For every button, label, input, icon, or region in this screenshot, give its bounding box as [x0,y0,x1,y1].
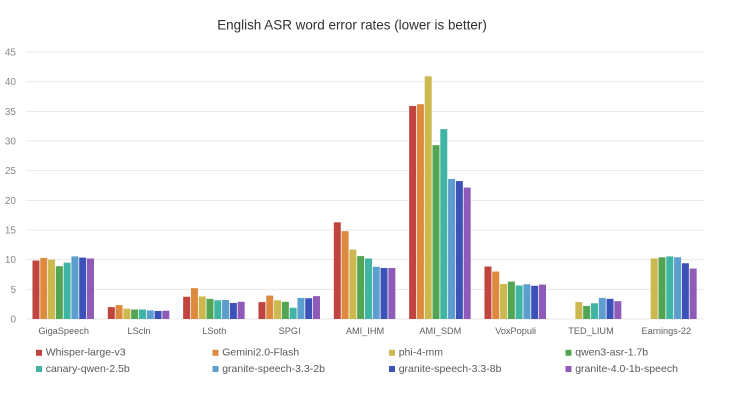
svg-text:Whisper-large-v3: Whisper-large-v3 [46,347,126,359]
svg-text:40: 40 [5,77,17,88]
svg-text:phi-4-mm: phi-4-mm [399,347,444,359]
svg-text:LSoth: LSoth [202,326,226,336]
svg-text:35: 35 [5,107,17,118]
svg-text:15: 15 [5,226,17,237]
svg-text:qwen3-asr-1.7b: qwen3-asr-1.7b [575,347,648,359]
svg-text:AMI_SDM: AMI_SDM [419,326,461,336]
svg-text:LScln: LScln [128,326,151,336]
svg-text:VoxPopuli: VoxPopuli [495,326,536,336]
svg-text:English ASR word error rates (: English ASR word error rates (lower is b… [217,18,487,33]
svg-text:Earnings-22: Earnings-22 [642,326,692,336]
svg-text:30: 30 [5,137,17,148]
svg-text:0: 0 [10,315,16,326]
svg-text:AMI_IHM: AMI_IHM [346,326,384,336]
svg-text:granite-4.0-1b-speech: granite-4.0-1b-speech [575,363,678,375]
svg-text:25: 25 [5,166,17,177]
svg-text:granite-speech-3.3-8b: granite-speech-3.3-8b [399,363,502,375]
svg-text:20: 20 [5,196,17,207]
svg-text:TED_LIUM: TED_LIUM [568,326,613,336]
svg-text:5: 5 [10,285,16,296]
svg-text:GigaSpeech: GigaSpeech [38,326,89,336]
svg-text:10: 10 [5,255,17,266]
svg-text:granite-speech-3.3-2b: granite-speech-3.3-2b [222,363,325,375]
svg-text:Gemini2.0-Flash: Gemini2.0-Flash [222,347,299,359]
svg-text:SPGI: SPGI [279,326,301,336]
svg-text:45: 45 [5,48,17,59]
svg-text:canary-qwen-2.5b: canary-qwen-2.5b [46,363,130,375]
